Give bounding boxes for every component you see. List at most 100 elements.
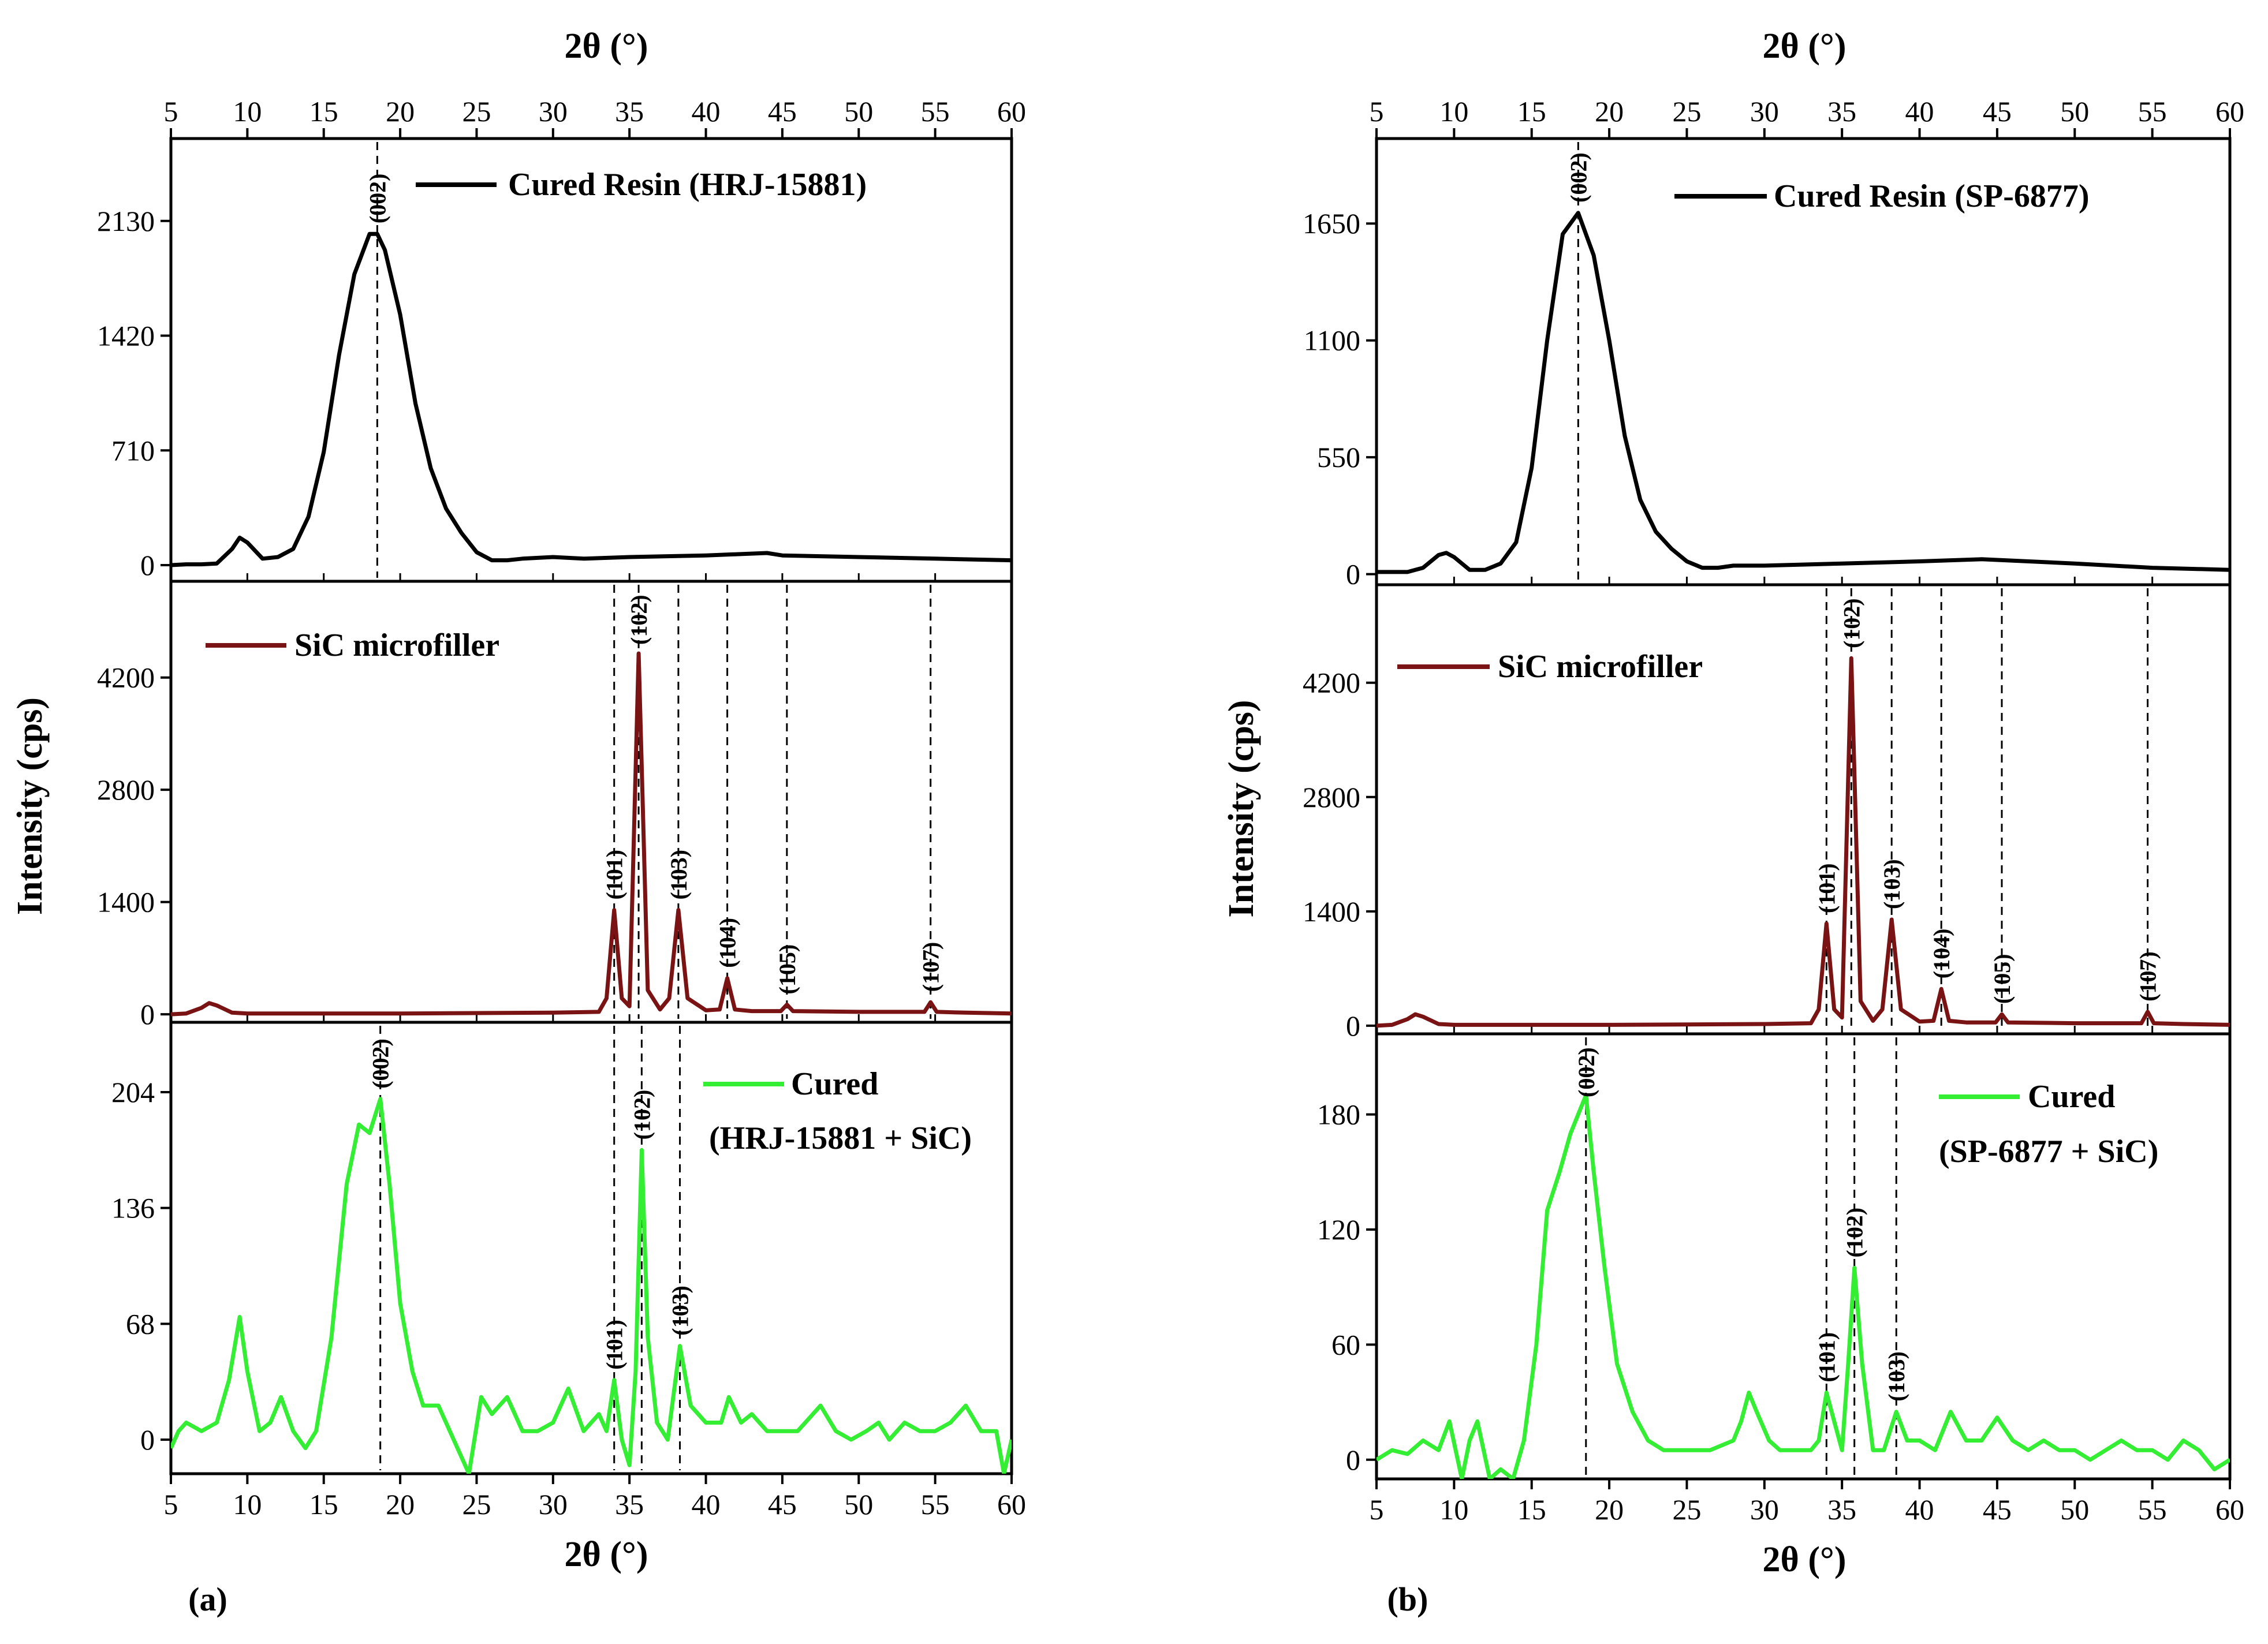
x-tick-label-bottom: 30 <box>539 1488 568 1520</box>
peak-label: (105) <box>774 944 800 995</box>
legend-label: Cured Resin (SP-6877) <box>1774 178 2090 214</box>
y-tick-label: 2130 <box>97 205 155 237</box>
x-axis-title-top: 2θ (°) <box>565 27 648 66</box>
peak-label: (101) <box>602 1320 628 1370</box>
y-tick-label: 710 <box>111 434 155 466</box>
peak-label: (104) <box>1928 929 1954 979</box>
x-tick-label-top: 10 <box>233 95 262 128</box>
x-tick-label-top: 50 <box>2060 95 2089 128</box>
legend-label: Cured <box>791 1066 878 1102</box>
subplot-frame <box>169 1021 1013 1475</box>
x-tick-label-bottom: 40 <box>1905 1493 1934 1526</box>
x-tick-label-top: 30 <box>539 95 568 128</box>
y-axis-title: Intensity (cps) <box>1222 700 1261 917</box>
x-tick-label-bottom: 55 <box>2138 1493 2167 1526</box>
peak-label: (103) <box>666 850 692 900</box>
peak-label: (103) <box>1883 1351 1909 1402</box>
x-tick-label-bottom: 45 <box>1983 1493 2012 1526</box>
y-tick-label: 2800 <box>1303 781 1360 813</box>
x-tick-label-top: 15 <box>309 95 338 128</box>
y-tick-label: 0 <box>1346 1444 1360 1476</box>
x-tick-label-bottom: 35 <box>615 1488 644 1520</box>
x-tick-label-bottom: 5 <box>164 1488 178 1520</box>
peak-label: (002) <box>364 174 390 224</box>
subplot-3: 0 68 136 204 (002) (101) (102) (103) Cured (HRJ-1… <box>111 1021 1013 1475</box>
x-tick-label-top: 45 <box>1983 95 2012 128</box>
peak-label: (002) <box>1565 152 1591 203</box>
y-tick-label: 550 <box>1317 441 1360 473</box>
peak-label: (101) <box>1814 1332 1840 1383</box>
y-tick-label: 60 <box>1331 1328 1360 1361</box>
x-tick-label-bottom: 35 <box>1827 1493 1856 1526</box>
y-tick-label: 68 <box>126 1307 155 1340</box>
x-tick-label-top: 5 <box>1370 95 1384 128</box>
peak-label: (002) <box>368 1038 394 1089</box>
y-tick-label: 0 <box>140 1423 155 1456</box>
y-tick-label: 180 <box>1317 1099 1360 1131</box>
peak-label: (105) <box>1989 954 2015 1004</box>
legend-label: Cured <box>2028 1079 2115 1115</box>
x-tick-label-bottom: 10 <box>233 1488 262 1520</box>
subplot-1: 0 710 1420 2130 (002) Cured Resin (HRJ-15881) <box>97 137 1013 583</box>
legend-label: Cured Resin (HRJ-15881) <box>508 167 867 203</box>
x-tick-label-top: 40 <box>692 95 721 128</box>
peak-label: (104) <box>715 918 741 968</box>
x-tick-label-top: 60 <box>997 95 1026 128</box>
subplot-2: 0 1400 2800 4200 (101) (102) (103) (104) (105) (1… <box>1303 583 2232 1042</box>
x-tick-label-top: 40 <box>1905 95 1934 128</box>
peak-label: (102) <box>629 1090 655 1140</box>
peak-label: (102) <box>1838 598 1864 648</box>
peak-label: (002) <box>1573 1047 1599 1097</box>
x-tick-label-top: 55 <box>2138 95 2167 128</box>
data-series-line <box>1377 656 2230 1028</box>
y-tick-label: 0 <box>1346 558 1360 591</box>
subplot-1: 0 550 1100 1650 (002) Cured Resin (SP-6877) <box>1303 137 2232 591</box>
subplot-frame <box>1375 1032 2232 1481</box>
y-tick-label: 1400 <box>97 886 155 918</box>
x-tick-label-bottom: 15 <box>1517 1493 1546 1526</box>
peak-label: (101) <box>602 850 628 900</box>
x-tick-label-top: 50 <box>844 95 873 128</box>
x-tick-label-top: 30 <box>1750 95 1779 128</box>
peak-label: (103) <box>1879 859 1905 909</box>
x-tick-label-bottom: 10 <box>1439 1493 1468 1526</box>
legend-label-2: (SP-6877 + SiC) <box>1939 1134 2158 1170</box>
y-tick-label: 204 <box>111 1076 155 1108</box>
x-tick-label-bottom: 60 <box>2215 1493 2244 1526</box>
y-tick-label: 136 <box>111 1192 155 1224</box>
x-tick-label-top: 55 <box>921 95 950 128</box>
data-series-line <box>1377 211 2230 574</box>
x-tick-label-top: 35 <box>615 95 644 128</box>
x-tick-label-bottom: 55 <box>921 1488 950 1520</box>
subplot-frame <box>169 137 1013 583</box>
x-tick-label-bottom: 60 <box>997 1488 1026 1520</box>
panel-label: (b) <box>1387 1581 1428 1618</box>
peak-label: (103) <box>667 1286 693 1336</box>
data-series-line <box>171 651 1012 1017</box>
y-tick-label: 1420 <box>97 320 155 352</box>
x-tick-label-bottom: 15 <box>309 1488 338 1520</box>
x-tick-label-top: 20 <box>1595 95 1624 128</box>
x-tick-label-bottom: 5 <box>1370 1493 1384 1526</box>
x-tick-label-top: 45 <box>768 95 797 128</box>
x-tick-label-bottom: 40 <box>692 1488 721 1520</box>
y-tick-label: 4200 <box>1303 667 1360 699</box>
x-axis-title-top: 2θ (°) <box>1763 27 1847 66</box>
peak-label: (107) <box>918 942 944 992</box>
chart-panel-a: 5510101515202025253030353540404545505055… <box>10 27 1026 1618</box>
x-tick-label-bottom: 45 <box>768 1488 797 1520</box>
data-series-line <box>171 231 1012 567</box>
y-tick-label: 4200 <box>97 662 155 694</box>
y-tick-label: 0 <box>140 998 155 1030</box>
peak-label: (107) <box>2135 951 2161 1002</box>
y-tick-label: 120 <box>1317 1213 1360 1246</box>
x-tick-label-bottom: 50 <box>844 1488 873 1520</box>
panel-label: (a) <box>188 1581 227 1618</box>
y-tick-label: 1100 <box>1304 324 1360 357</box>
y-tick-label: 1400 <box>1303 895 1360 928</box>
x-tick-label-top: 10 <box>1439 95 1468 128</box>
x-tick-label-top: 5 <box>164 95 178 128</box>
subplot-3: 0 60 120 180 (002) (101) (102) (103) Cured (SP-68… <box>1317 1032 2232 1481</box>
legend-label: SiC microfiller <box>294 627 499 663</box>
